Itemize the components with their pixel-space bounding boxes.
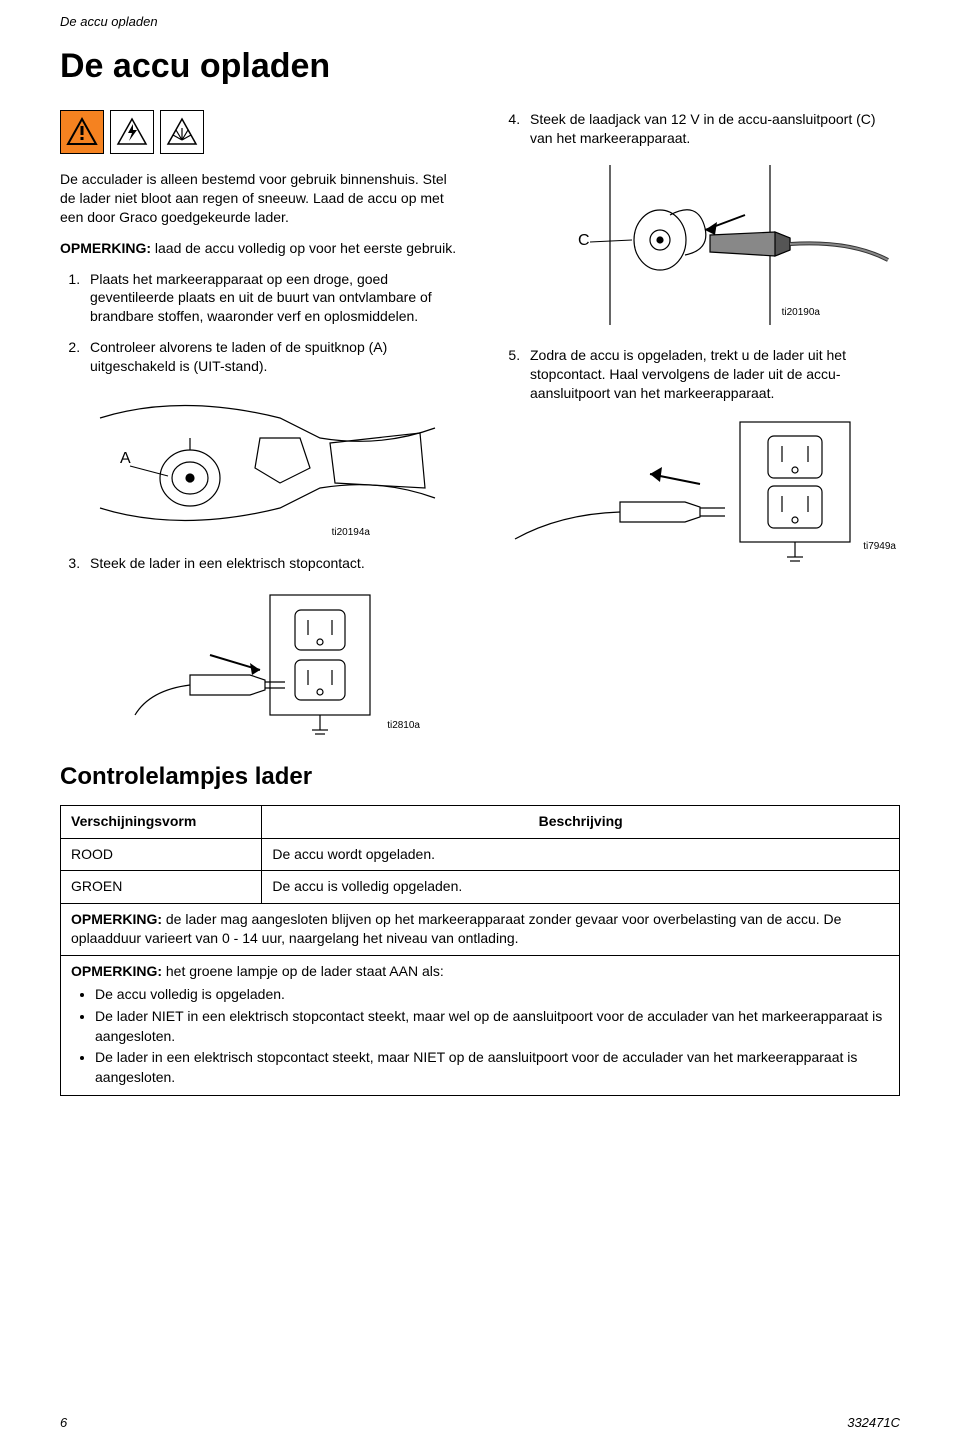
list-item: De lader NIET in een elektrisch stopcont… [95,1007,889,1046]
cell-note2: OPMERKING: het groene lampje op de lader… [61,955,900,1096]
right-column: Steek de laadjack van 12 V in de accu-aa… [500,110,900,751]
warning-icon [60,110,104,154]
table-row: GROEN De accu is volledig opgeladen. [61,871,900,904]
table-header-row: Verschijningsvorm Beschrijving [61,805,900,838]
list-item: De accu volledig is opgeladen. [95,985,889,1005]
step-5: Zodra de accu is opgeladen, trekt u de l… [524,346,900,403]
note-text: het groene lampje op de lader staat AAN … [162,963,444,979]
page-title: De accu opladen [60,47,900,86]
warning-icons-row [60,110,460,154]
figure-spray-knob: A ti20194a [60,388,460,538]
doc-number: 332471C [847,1415,900,1430]
cell-description: De accu is volledig opgeladen. [262,871,900,904]
shock-icon [110,110,154,154]
list-item: De lader in een elektrisch stopcontact s… [95,1048,889,1087]
steps-right-5: Zodra de accu is opgeladen, trekt u de l… [500,346,900,403]
left-column: De acculader is alleen bestemd voor gebr… [60,110,460,751]
table-row-note2: OPMERKING: het groene lampje op de lader… [61,955,900,1096]
figure-caption: ti2810a [387,720,420,731]
figure-caption: ti20194a [332,527,370,538]
two-column-layout: De acculader is alleen bestemd voor gebr… [60,110,900,751]
label-a: A [120,450,131,467]
figure-caption: ti20190a [782,307,820,318]
page-number: 6 [60,1415,67,1430]
cell-appearance: ROOD [61,838,262,871]
figure-plug-in: ti2810a [60,585,460,735]
note-label: OPMERKING: [60,240,151,256]
note-first-use: OPMERKING: laad de accu volledig op voor… [60,239,460,258]
note-text: laad de accu volledig op voor het eerste… [151,240,456,256]
figure-jack-port: C ti20190a [500,160,900,330]
svg-text:C: C [578,232,590,249]
steps-left-3: Steek de lader in een elektrisch stopcon… [60,554,460,573]
note2-bullet-list: De accu volledig is opgeladen. De lader … [71,985,889,1087]
page-footer: 6 332471C [60,1415,900,1430]
indicator-table: Verschijningsvorm Beschrijving ROOD De a… [60,805,900,1097]
step-4: Steek de laadjack van 12 V in de accu-aa… [524,110,900,148]
steps-right-4: Steek de laadjack van 12 V in de accu-aa… [500,110,900,148]
page-header: De accu opladen [60,0,900,39]
section-title-lamps: Controlelampjes lader [60,763,900,791]
steps-left: Plaats het markeerapparaat op een droge,… [60,270,460,376]
note-text: de lader mag aangesloten blijven op het … [71,911,841,947]
step-1: Plaats het markeerapparaat op een droge,… [84,270,460,327]
note-label: OPMERKING: [71,963,162,979]
step-3: Steek de lader in een elektrisch stopcon… [84,554,460,573]
step-2: Controleer alvorens te laden of de spuit… [84,338,460,376]
table-row-note1: OPMERKING: de lader mag aangesloten blij… [61,903,900,955]
table-row: ROOD De accu wordt opgeladen. [61,838,900,871]
figure-caption: ti7949a [863,541,896,552]
col-header-appearance: Verschijningsvorm [61,805,262,838]
explosion-icon [160,110,204,154]
figure-unplug: ti7949a [500,414,900,564]
cell-description: De accu wordt opgeladen. [262,838,900,871]
cell-appearance: GROEN [61,871,262,904]
cell-note1: OPMERKING: de lader mag aangesloten blij… [61,903,900,955]
note-label: OPMERKING: [71,911,162,927]
intro-text: De acculader is alleen bestemd voor gebr… [60,170,460,227]
col-header-description: Beschrijving [262,805,900,838]
